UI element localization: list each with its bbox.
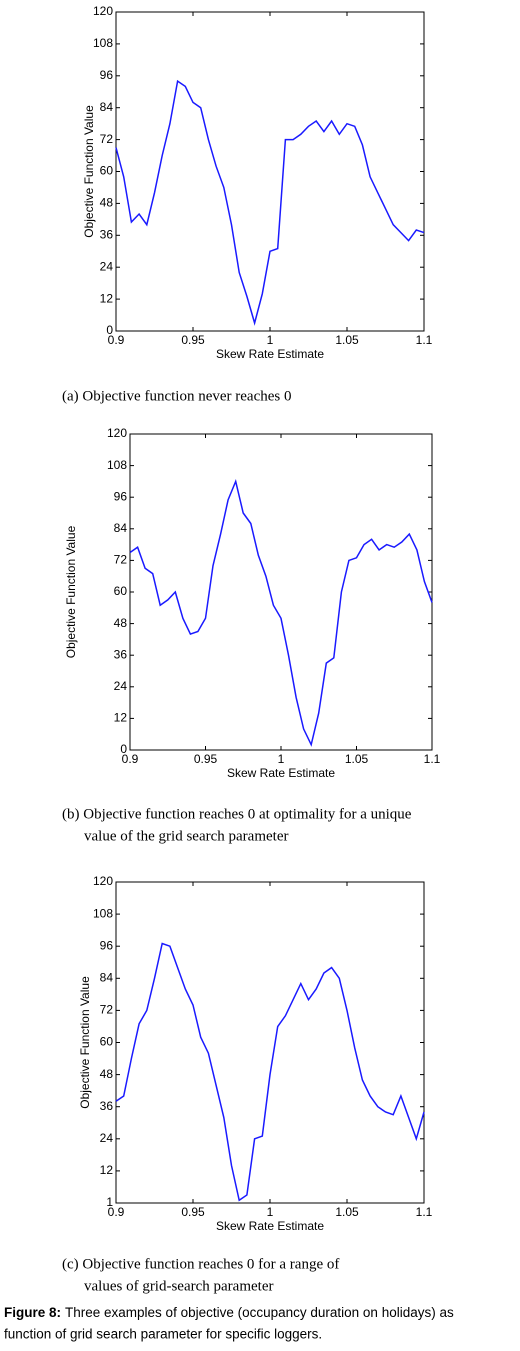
data-line <box>115 942 425 1202</box>
y-tick-label: 120 <box>93 874 113 888</box>
x-tick-label: 0.95 <box>181 333 205 347</box>
y-axis-label: Objective Function Value <box>78 976 92 1109</box>
y-tick-label: 0 <box>120 742 127 756</box>
data-line <box>129 478 433 747</box>
x-tick-label: 1 <box>267 1205 274 1219</box>
y-tick-label: 84 <box>114 521 128 535</box>
x-tick-label: 0.9 <box>122 752 139 766</box>
y-tick-label: 48 <box>114 616 128 630</box>
x-tick-label: 1.05 <box>335 1205 359 1219</box>
figure-caption-line: function of grid search parameter for sp… <box>4 1327 322 1342</box>
y-tick-label: 108 <box>93 906 113 920</box>
y-tick-label: 0 <box>106 323 113 337</box>
y-tick-label: 60 <box>100 1035 114 1049</box>
x-tick-label: 1.05 <box>345 752 369 766</box>
y-tick-label: 72 <box>100 1003 114 1017</box>
x-tick-label: 0.95 <box>181 1205 205 1219</box>
y-tick-label: 60 <box>114 584 128 598</box>
y-tick-label: 72 <box>100 132 114 146</box>
x-tick-label: 0.9 <box>108 333 125 347</box>
x-tick-label: 1.1 <box>416 1205 433 1219</box>
subcaption: (b) Objective function reaches 0 at opti… <box>62 806 412 822</box>
x-axis-label: Skew Rate Estimate <box>216 347 324 361</box>
y-tick-label: 96 <box>100 938 114 952</box>
figure-label: Figure 8: <box>4 1305 61 1320</box>
y-tick-label: 36 <box>100 227 114 241</box>
x-axis-label: Skew Rate Estimate <box>227 766 335 780</box>
y-tick-label: 24 <box>100 1131 114 1145</box>
subcaption: (a) Objective function never reaches 0 <box>62 388 291 404</box>
y-tick-label: 24 <box>100 259 114 273</box>
data-line <box>115 79 425 326</box>
y-axis-label: Objective Function Value <box>64 525 78 658</box>
x-tick-label: 0.9 <box>108 1205 125 1219</box>
y-tick-label: 12 <box>100 291 114 305</box>
y-tick-label: 36 <box>114 647 128 661</box>
plot-frame <box>115 881 425 1204</box>
y-tick-label: 120 <box>107 426 127 440</box>
x-tick-label: 0.95 <box>194 752 218 766</box>
y-tick-label: 96 <box>114 489 128 503</box>
x-tick-label: 1.1 <box>424 752 441 766</box>
x-tick-label: 1.05 <box>335 333 359 347</box>
subcaption: value of the grid search parameter <box>84 828 288 844</box>
plot-frame <box>115 11 425 332</box>
y-tick-label: 48 <box>100 1067 114 1081</box>
y-tick-label: 36 <box>100 1099 114 1113</box>
y-tick-label: 12 <box>114 711 128 725</box>
y-tick-label: 96 <box>100 68 114 82</box>
subcaption: values of grid-search parameter <box>84 1278 274 1294</box>
y-tick-label: 84 <box>100 100 114 114</box>
y-tick-label: 120 <box>93 4 113 18</box>
y-tick-label: 1 <box>106 1195 113 1209</box>
x-tick-label: 1 <box>267 333 274 347</box>
x-axis-label: Skew Rate Estimate <box>216 1219 324 1233</box>
x-tick-label: 1.1 <box>416 333 433 347</box>
figure-caption-line: Figure 8: Three examples of objective (oc… <box>4 1305 454 1320</box>
y-tick-label: 24 <box>114 679 128 693</box>
y-tick-label: 12 <box>100 1163 114 1177</box>
subcaption: (c) Objective function reaches 0 for a r… <box>62 1256 339 1272</box>
figure-caption-text: Three examples of objective (occupancy d… <box>65 1305 454 1320</box>
y-tick-label: 84 <box>100 970 114 984</box>
y-axis-label: Objective Function Value <box>82 105 96 238</box>
y-tick-label: 48 <box>100 196 114 210</box>
y-tick-label: 108 <box>107 458 127 472</box>
x-tick-label: 1 <box>278 752 285 766</box>
y-tick-label: 60 <box>100 164 114 178</box>
y-tick-label: 72 <box>114 553 128 567</box>
y-tick-label: 108 <box>93 36 113 50</box>
